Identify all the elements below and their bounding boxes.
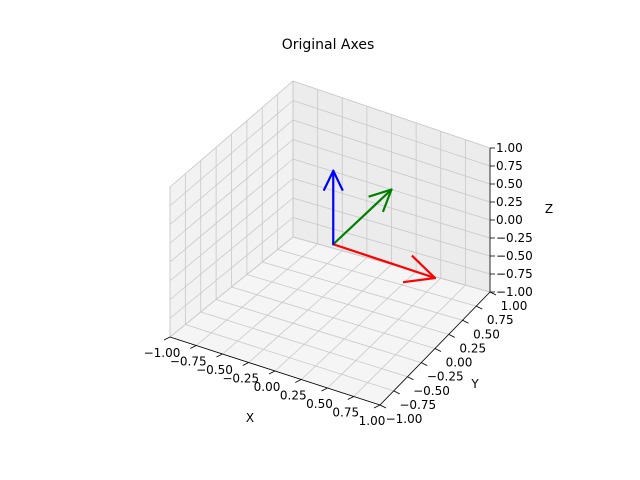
gridline [169, 119, 294, 225]
x-tick-label: −0.25 [222, 372, 259, 386]
gridline [169, 158, 294, 263]
vector-head-x [402, 254, 437, 284]
x-tick [268, 370, 276, 375]
y-tick [489, 291, 497, 296]
chart-title: Original Axes [282, 37, 375, 53]
gridline [231, 286, 436, 349]
gridline [300, 271, 417, 380]
vector-head-z [322, 169, 344, 192]
vector-head-y [368, 188, 393, 213]
z-tick-label: −0.50 [496, 249, 533, 263]
gridline [169, 80, 294, 188]
x-tick [216, 353, 223, 358]
gridline [277, 249, 477, 307]
y-tick-label: 0.25 [459, 341, 486, 355]
gridline [169, 139, 294, 244]
z-tick-label: −1.00 [496, 285, 533, 299]
y-tick [393, 390, 400, 395]
gridline [292, 100, 491, 167]
x-tick-label: 0.50 [306, 397, 333, 411]
gridline [353, 284, 466, 397]
vector-x [332, 243, 437, 280]
x-tick-label: 1.00 [359, 414, 386, 428]
y-tick [448, 334, 455, 338]
y-tick-label: 0.00 [446, 356, 473, 370]
y-tick-label: 1.00 [501, 299, 528, 313]
z-tick-label: 0.75 [496, 159, 523, 173]
x-tick-label: −1.00 [144, 346, 181, 360]
x-tick-label: −0.75 [170, 355, 207, 369]
y-axis-label: Y [470, 377, 479, 391]
z-tick-label: 0.25 [496, 195, 523, 209]
z-tick-label: 1.00 [496, 141, 523, 155]
z-tick-label: 0.00 [496, 213, 523, 227]
x-tick-label: 0.25 [280, 389, 307, 403]
gridline [292, 119, 491, 185]
y-tick-label: −0.50 [413, 384, 450, 398]
y-tick-label: 0.50 [473, 327, 500, 341]
x-tick-label: 0.75 [332, 406, 359, 420]
y-tick [407, 376, 414, 381]
z-tick-label: −0.25 [496, 231, 533, 245]
y-tick [476, 305, 483, 310]
gridline [292, 139, 491, 203]
y-tick-label: −1.00 [386, 412, 423, 426]
y-tick-label: −0.75 [399, 398, 436, 412]
x-tick [190, 345, 197, 349]
y-tick-label: 0.75 [487, 313, 514, 327]
z-tick-label: −0.75 [496, 267, 533, 281]
gridline [292, 80, 491, 149]
y-tick-label: −0.25 [427, 370, 464, 384]
gridline [246, 274, 449, 335]
z-tick-label: 0.50 [496, 177, 523, 191]
x-tick [347, 396, 354, 400]
y-tick [379, 404, 387, 409]
gridline [169, 100, 294, 207]
x-tick-label: 0.00 [254, 380, 281, 394]
x-tick [242, 362, 249, 366]
x-tick [163, 336, 171, 341]
y-tick [462, 319, 469, 324]
vector-y [332, 188, 393, 246]
x-tick [321, 387, 328, 392]
z-axis-label: Z [545, 202, 553, 216]
x-tick [295, 379, 302, 383]
x-tick [373, 404, 381, 409]
x-tick-label: −0.50 [196, 363, 233, 377]
y-tick [434, 348, 442, 352]
gridline [262, 261, 463, 321]
gridline [327, 277, 442, 389]
y-tick [421, 362, 428, 366]
x-axis-label: X [246, 411, 254, 425]
